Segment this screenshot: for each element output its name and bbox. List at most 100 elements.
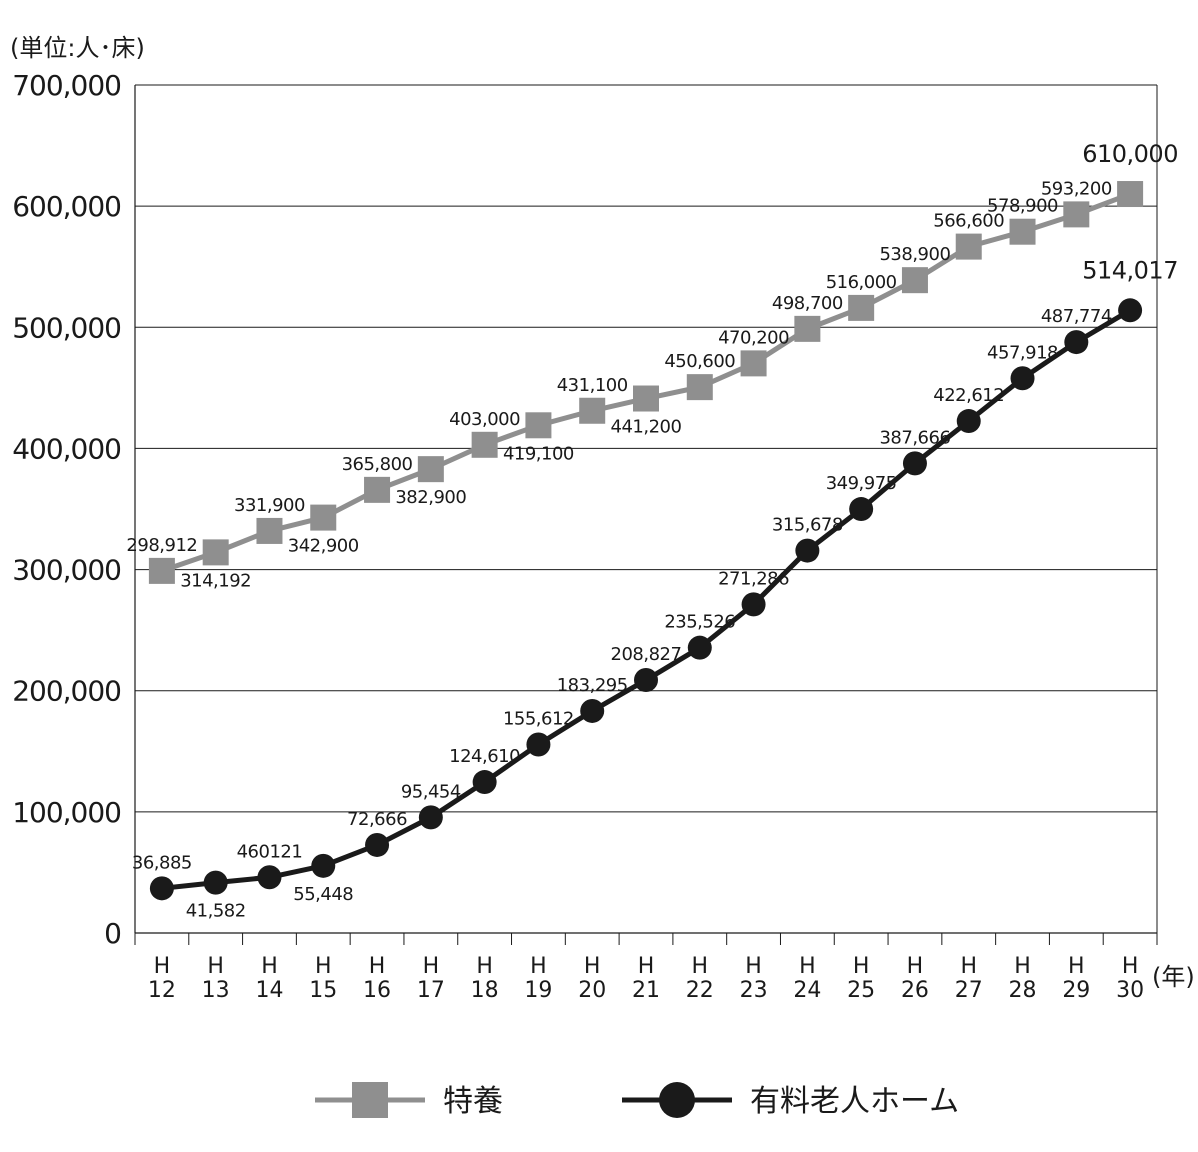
x-tick-era: H [799,954,816,979]
data-label: 155,612 [503,708,574,729]
series-1: 36,885 41,582 460121 55,448 72,666 95,454 124,… [132,256,1179,922]
data-label: 271,286 [718,568,789,589]
x-tick-era: H [853,954,870,979]
x-tick-year: 26 [901,978,929,1003]
x-tick-year: 15 [309,978,337,1003]
x-tick-era: H [1014,954,1031,979]
x-tick-year: 13 [202,978,230,1003]
x-tick-era: H [907,954,924,979]
data-point [580,698,605,723]
x-tick-era: H [530,954,547,979]
data-point [256,517,283,544]
x-tick-year: 14 [255,978,283,1003]
y-axis-ticks: 0 100,000 200,000 300,000 400,000 500,000 600,… [12,69,122,950]
data-label: 419,100 [503,443,574,464]
y-tick-label: 200,000 [12,675,121,708]
x-tick-era: H [1068,954,1085,979]
y-tick-label: 700,000 [12,69,121,102]
data-point [472,770,497,795]
data-label: 382,900 [395,487,466,508]
x-tick-era: H [476,954,493,979]
data-label: 593,200 [1041,178,1112,199]
data-label: 183,295 [557,675,628,696]
data-point [365,832,390,857]
legend-circle-icon [659,1082,695,1118]
data-point [526,732,551,757]
x-tick-year: 16 [363,978,391,1003]
x-tick-era: H [369,954,386,979]
data-point [418,805,443,830]
data-point [311,853,336,878]
legend: 特養 有料老人ホーム [315,1082,959,1119]
data-label: 95,454 [401,781,461,802]
data-point [471,431,498,458]
series-0: 298,912 314,192 331,900 342,900 365,800 382,9… [126,140,1178,591]
x-tick-year: 28 [1009,978,1037,1003]
data-point [525,412,552,439]
data-label: 124,610 [449,746,520,767]
data-point [740,350,767,377]
data-point [687,635,712,660]
data-point [633,385,659,412]
data-label: 470,200 [718,327,789,348]
data-point [955,233,982,260]
data-point [1063,201,1090,228]
data-label: 457,918 [987,342,1058,363]
data-point [902,451,927,476]
data-point [686,374,713,401]
data-label: 431,100 [557,375,628,396]
legend-square-icon [352,1082,388,1118]
data-point [1117,181,1144,208]
y-tick-label: 500,000 [12,311,121,344]
x-tick-era: H [261,954,278,979]
data-label: 55,448 [293,884,353,905]
data-point [1118,298,1143,323]
series-layer: 298,912 314,192 331,900 342,900 365,800 382,9… [126,140,1178,922]
x-tick-era: H [1122,954,1139,979]
data-label: 450,600 [664,351,735,372]
x-tick-year: 27 [955,978,983,1003]
axes [134,85,1158,945]
x-tick-era: H [638,954,655,979]
x-unit-label: (年) [1152,963,1195,991]
legend-item-0: 特養 [315,1082,503,1119]
y-tick-label: 300,000 [12,554,121,587]
data-point [417,456,444,483]
data-point [634,668,658,693]
x-tick-year: 22 [686,978,714,1003]
data-point [202,539,229,566]
x-tick-year: 19 [524,978,552,1003]
x-tick-era: H [584,954,601,979]
x-tick-year: 17 [417,978,445,1003]
data-point [364,476,391,503]
y-tick-label: 600,000 [12,190,121,223]
series-line [161,191,1131,574]
data-label: 403,000 [449,409,520,430]
data-label: 387,666 [879,427,950,448]
data-label: 487,774 [1041,306,1112,327]
x-tick-year: 20 [578,978,606,1003]
data-point [1010,366,1035,391]
data-label: 566,600 [933,211,1004,232]
x-tick-era: H [154,954,171,979]
data-point [741,592,766,617]
data-label: 460121 [237,841,303,862]
x-tick-era: H [692,954,709,979]
data-label: 298,912 [126,535,197,556]
data-label: 331,900 [234,495,305,516]
data-label: 578,900 [987,196,1058,217]
data-label: 349,975 [826,473,897,494]
data-label: 72,666 [347,809,407,830]
data-label: 41,582 [186,901,246,922]
data-label: 365,800 [342,454,413,475]
x-tick-year: 23 [740,978,768,1003]
legend-label: 特養 [443,1084,503,1119]
data-point [956,409,981,434]
data-point [257,865,282,890]
data-label: 514,017 [1082,256,1178,284]
x-tick-year: 21 [632,978,660,1003]
data-label: 610,000 [1082,140,1178,168]
unit-label: (単位:人･床) [10,34,145,62]
x-tick-year: 24 [793,978,821,1003]
